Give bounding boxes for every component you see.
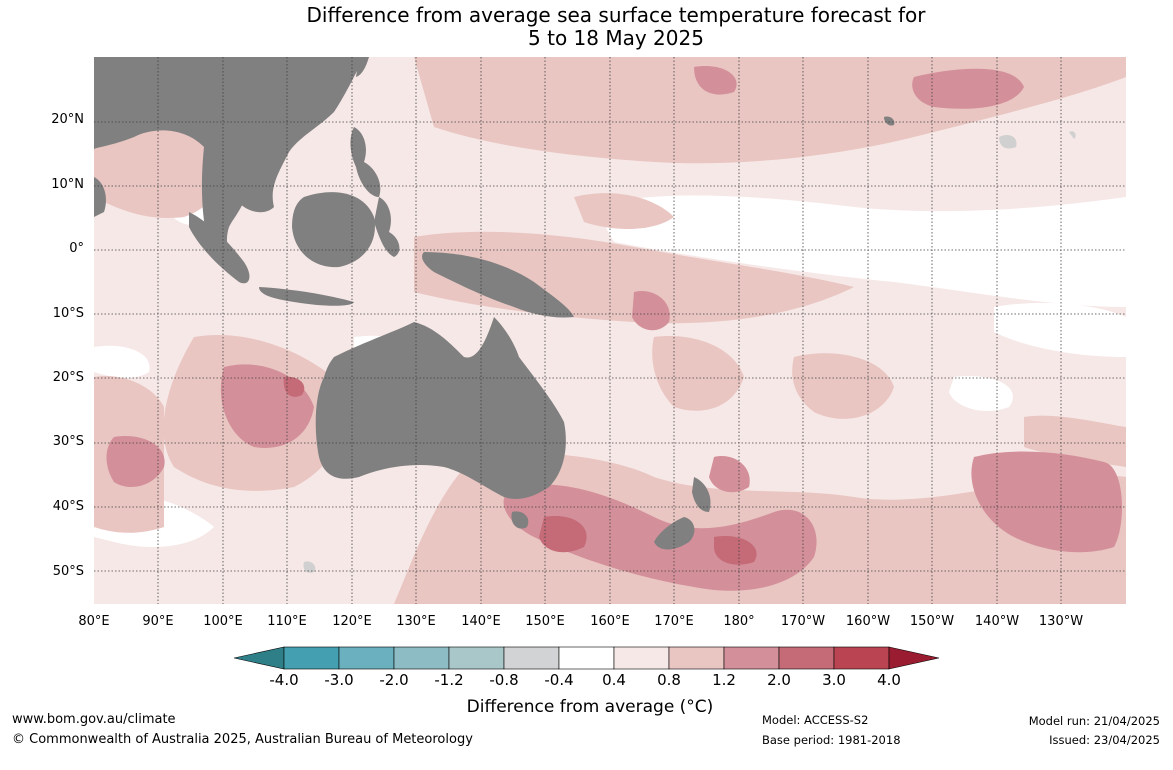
colorbar-tick: 0.8 — [657, 671, 681, 689]
colorbar-bin — [668, 646, 725, 670]
base-period: Base period: 1981-2018 — [762, 733, 901, 747]
colorbar-tick: -0.8 — [489, 671, 519, 689]
colorbar-bin — [778, 646, 835, 670]
colorbar-tick: -1.2 — [434, 671, 464, 689]
lat-label-10n: 10°N — [51, 177, 84, 192]
lon-label-140w: 140°W — [974, 614, 1020, 629]
lon-label-160e: 160°E — [590, 614, 630, 629]
missing-data — [303, 131, 1076, 573]
lat-label-20s: 20°S — [52, 370, 84, 385]
lon-label-100e: 100°E — [203, 614, 243, 629]
colorbar-bin — [283, 646, 340, 670]
title-line-1: Difference from average sea surface temp… — [306, 3, 926, 27]
lon-label-170e: 170°E — [654, 614, 694, 629]
website-link[interactable]: www.bom.gov.au/climate — [12, 712, 176, 727]
colorbar-bin — [558, 646, 615, 670]
lon-label-150w: 150°W — [909, 614, 955, 629]
colorbar — [234, 646, 940, 670]
colorbar-tick: -4.0 — [269, 671, 299, 689]
colorbar-bin — [338, 646, 395, 670]
lon-label-110e: 110°E — [267, 614, 307, 629]
colorbar-extend-low — [234, 646, 285, 670]
colorbar-bin — [613, 646, 670, 670]
colorbar-bin — [448, 646, 505, 670]
issued-date: Issued: 23/04/2025 — [1049, 733, 1160, 747]
anomaly-warm-strong — [283, 376, 757, 565]
colorbar-tick: -2.0 — [379, 671, 409, 689]
lon-label-160w: 160°W — [845, 614, 891, 629]
colorbar-tick: 3.0 — [822, 671, 846, 689]
colorbar-tick: 4.0 — [877, 671, 901, 689]
model-name: Model: ACCESS-S2 — [762, 713, 869, 727]
title-line-2: 5 to 18 May 2025 — [528, 26, 704, 50]
colorbar-tick: 1.2 — [712, 671, 736, 689]
lon-label-80e: 80°E — [78, 614, 110, 629]
lat-label-0: 0° — [69, 241, 84, 256]
colorbar-title: Difference from average (°C) — [466, 697, 714, 717]
graticule — [94, 57, 1126, 604]
lon-label-170w: 170°W — [780, 614, 826, 629]
lon-label-90e: 90°E — [142, 614, 174, 629]
colorbar-tick: 2.0 — [767, 671, 791, 689]
colorbar-extend-high — [888, 646, 940, 670]
colorbar-tick: 0.4 — [602, 671, 626, 689]
sst-anomaly-map — [94, 57, 1126, 604]
land-masses — [94, 57, 895, 550]
map-canvas — [94, 57, 1126, 604]
colorbar-bin — [723, 646, 780, 670]
lat-label-10s: 10°S — [52, 306, 84, 321]
model-run-date: Model run: 21/04/2025 — [1028, 714, 1160, 728]
lat-label-20n: 20°N — [51, 112, 84, 127]
lon-label-180: 180° — [723, 614, 755, 629]
lon-label-150e: 150°E — [525, 614, 565, 629]
lon-label-120e: 120°E — [332, 614, 372, 629]
lat-label-40s: 40°S — [52, 499, 84, 514]
colorbar-tick: -3.0 — [324, 671, 354, 689]
colorbar-bin — [503, 646, 560, 670]
lon-label-140e: 140°E — [461, 614, 501, 629]
map-title: Difference from average sea surface temp… — [0, 4, 1173, 50]
lon-label-130w: 130°W — [1038, 614, 1084, 629]
lon-label-130e: 130°E — [396, 614, 436, 629]
copyright-text: © Commonwealth of Australia 2025, Austra… — [12, 732, 473, 747]
colorbar-bin — [833, 646, 890, 670]
lat-label-50s: 50°S — [52, 564, 84, 579]
lat-label-30s: 30°S — [52, 434, 84, 449]
colorbar-bin — [393, 646, 450, 670]
colorbar-tick: -0.4 — [544, 671, 574, 689]
